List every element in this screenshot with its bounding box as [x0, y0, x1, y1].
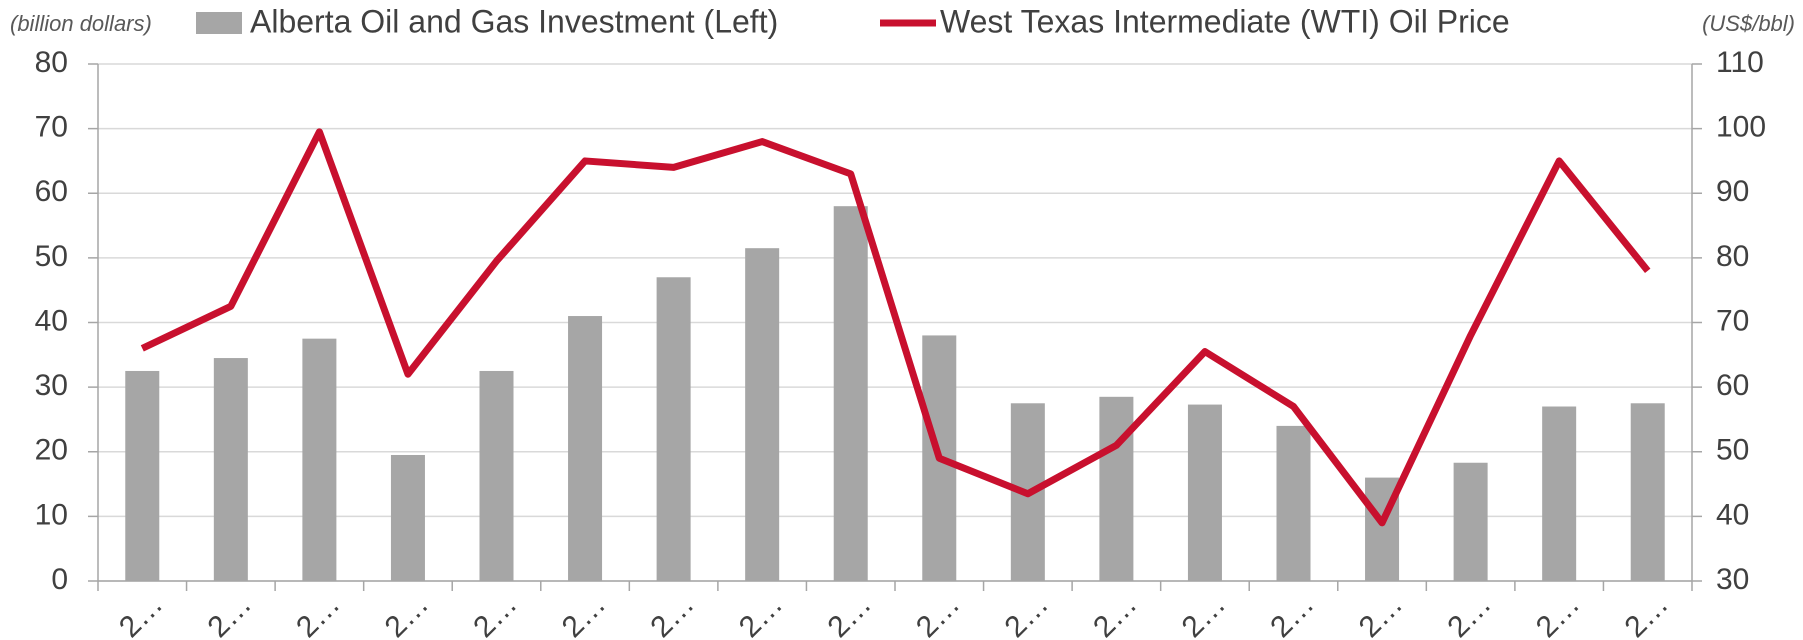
x-tick-label: 2…: [821, 588, 877, 640]
y2-tick-label: 100: [1716, 111, 1766, 144]
x-tick-label: 2…: [733, 588, 789, 640]
x-tick-label: 2…: [1530, 588, 1586, 640]
bar: [1453, 462, 1488, 581]
y2-tick-label: 50: [1716, 434, 1749, 467]
x-tick-label: 2…: [644, 588, 700, 640]
bar: [390, 454, 425, 581]
bar: [125, 370, 160, 581]
line: [140, 128, 1651, 527]
y-tick-label: 80: [35, 46, 68, 79]
bar: [568, 316, 603, 581]
x-tick-label: 2…: [1353, 588, 1409, 640]
y-tick-label: 50: [35, 240, 68, 273]
x-tick-label: 2…: [290, 588, 346, 640]
y2-tick-label: 30: [1716, 563, 1749, 596]
y-tick-label: 0: [51, 563, 68, 596]
y2-tick-label: 70: [1716, 304, 1749, 337]
bar: [1542, 406, 1577, 581]
y-tick-label: 60: [35, 175, 68, 208]
bar: [833, 206, 868, 582]
x-tick-label: 2…: [113, 588, 169, 640]
x-tick-label: 2…: [999, 588, 1055, 640]
bar: [1187, 404, 1222, 581]
bar: [1276, 425, 1311, 581]
bar: [213, 358, 248, 581]
x-tick-label: 2…: [467, 588, 523, 640]
y2-tick-label: 110: [1716, 46, 1764, 79]
x-tick-label: 2…: [1618, 588, 1674, 640]
y2-tick-label: 80: [1716, 240, 1749, 273]
x-tick-label: 2…: [556, 588, 612, 640]
y-tick-label: 10: [35, 498, 68, 531]
y-tick-label: 30: [35, 369, 68, 402]
y2-tick-label: 40: [1716, 498, 1749, 531]
y2-tick-label: 60: [1716, 369, 1749, 402]
bar: [1630, 403, 1665, 581]
x-tick-label: 2…: [202, 588, 258, 640]
legend-label: Alberta Oil and Gas Investment (Left): [250, 3, 778, 39]
legend-label: West Texas Intermediate (WTI) Oil Price: [940, 3, 1510, 39]
x-tick-label: 2…: [1264, 588, 1320, 640]
x-tick-label: 2…: [1176, 588, 1232, 640]
y-tick-label: 70: [35, 111, 68, 144]
y-axis-label: (billion dollars): [10, 11, 152, 36]
x-tick-label: 2…: [1441, 588, 1497, 640]
bar: [656, 277, 691, 581]
y2-tick-label: 90: [1716, 175, 1749, 208]
legend-swatch-bar: [196, 12, 242, 34]
x-tick-label: 2…: [910, 588, 966, 640]
x-tick-label: 2…: [379, 588, 435, 640]
y2-axis-label: (US$/bbl): [1702, 11, 1795, 36]
y-tick-label: 20: [35, 434, 68, 467]
bar: [1099, 396, 1134, 581]
bar: [302, 338, 337, 581]
bar: [479, 370, 514, 581]
bar: [745, 248, 780, 581]
x-tick-label: 2…: [1087, 588, 1143, 640]
y-tick-label: 40: [35, 304, 68, 337]
